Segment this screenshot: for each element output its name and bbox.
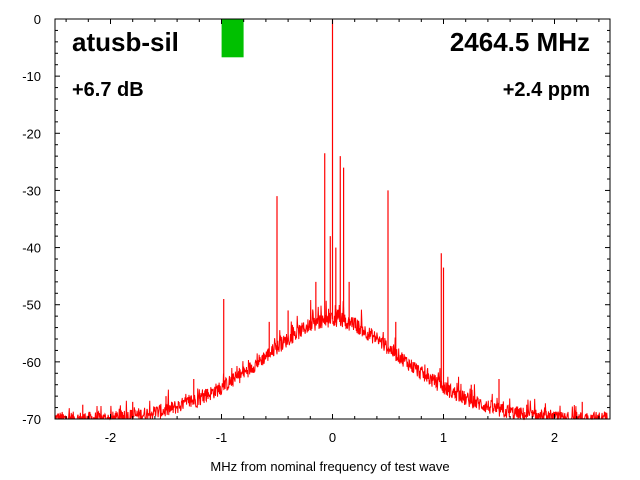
snr-label: +6.7 dB [72,79,144,101]
x-tick-label: 1 [440,430,447,445]
y-tick-label: -10 [22,69,41,84]
y-tick-label: -50 [22,298,41,313]
x-tick-label: -2 [105,430,117,445]
y-tick-label: -60 [22,355,41,370]
y-tick-label: -20 [22,126,41,141]
spectrum-trace [54,19,610,421]
x-tick-label: 2 [551,430,558,445]
y-tick-label: -40 [22,241,41,256]
plot-frame [54,18,611,420]
y-tick-label: 0 [34,12,41,27]
y-tick-label: -70 [22,412,41,427]
y-tick-label: -30 [22,183,41,198]
frequency-label: 2464.5 MHz [450,27,590,57]
device-name-label: atusb-sil [72,27,179,57]
ppm-offset-label: +2.4 ppm [503,79,590,101]
x-axis-label: MHz from nominal frequency of test wave [210,459,449,474]
x-tick-label: 0 [329,430,336,445]
x-tick-label: -1 [216,430,228,445]
snr-indicator-bar [221,19,244,58]
